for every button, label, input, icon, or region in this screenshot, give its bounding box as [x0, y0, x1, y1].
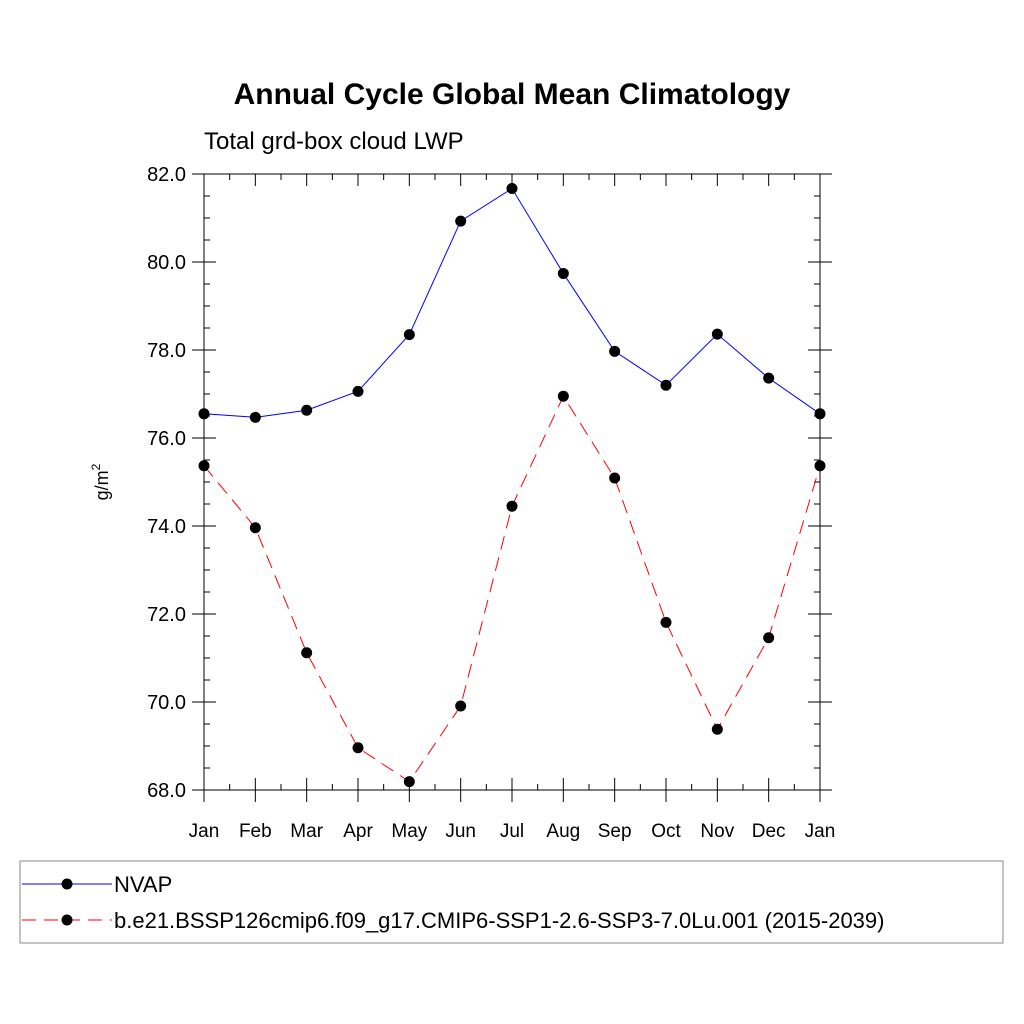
x-tick-label: Dec — [752, 821, 786, 842]
legend-label-1: NVAP — [114, 872, 172, 897]
y-tick-label: 80.0 — [147, 252, 186, 274]
legend-marker-2 — [61, 914, 73, 926]
x-tick-label: Oct — [651, 821, 681, 842]
series-1-point — [609, 345, 621, 357]
series-1-point — [301, 404, 313, 416]
series-1-point — [660, 379, 672, 391]
series-line-1 — [203, 187, 821, 418]
series-line-2 — [203, 395, 821, 783]
x-tick-label: Nov — [700, 821, 734, 842]
series-1-point — [403, 329, 415, 341]
series-2-point — [301, 647, 313, 659]
y-tick-label: 82.0 — [147, 164, 186, 186]
y-tick-label: 78.0 — [147, 340, 186, 362]
series-2-point — [403, 776, 415, 788]
x-tick-label: Jan — [189, 821, 220, 842]
series-1-point — [557, 267, 569, 279]
legend-marker-1 — [61, 878, 73, 890]
y-tick-label: 70.0 — [147, 692, 186, 714]
x-tick-label: Feb — [239, 821, 272, 842]
series-2-point — [455, 700, 467, 712]
x-tick-label: Apr — [343, 821, 373, 842]
series-1-point — [711, 328, 723, 340]
series-2-point — [609, 472, 621, 484]
legend-label-2: b.e21.BSSP126cmip6.f09_g17.CMIP6-SSP1-2.… — [114, 908, 884, 933]
series-2-point — [711, 723, 723, 735]
series-2-point — [352, 742, 364, 754]
y-tick-label: 72.0 — [147, 604, 186, 626]
series-2-point — [506, 500, 518, 512]
series-2-point — [763, 632, 775, 644]
series-1-point — [455, 215, 467, 227]
chart-title: Annual Cycle Global Mean Climatology — [234, 78, 791, 111]
series-2-point — [557, 390, 569, 402]
x-tick-label: Jun — [445, 821, 476, 842]
series-2-point — [660, 616, 672, 628]
x-tick-label: Jan — [805, 821, 836, 842]
svg-text:g/m2: g/m2 — [89, 463, 112, 500]
x-tick-label: Jul — [500, 821, 524, 842]
x-tick-label: May — [391, 821, 427, 842]
y-tick-label: 74.0 — [147, 516, 186, 538]
y-axis-label: g/m2 — [89, 463, 112, 500]
x-tick-label: Mar — [290, 821, 323, 842]
series-1-point — [506, 183, 518, 195]
legend-box — [19, 860, 1004, 944]
x-tick-label: Aug — [546, 821, 580, 842]
chart-subtitle: Total grd-box cloud LWP — [204, 128, 464, 155]
y-tick-label: 76.0 — [147, 428, 186, 450]
y-axis-label-superscript: 2 — [89, 463, 103, 470]
y-tick-label: 68.0 — [147, 780, 186, 802]
series-1-point — [352, 385, 364, 397]
plot-frame — [203, 173, 821, 791]
x-tick-label: Sep — [598, 821, 632, 842]
series-2-point — [249, 522, 261, 534]
y-axis-label-unit: g/m — [92, 470, 112, 500]
series-1-point — [763, 372, 775, 384]
series-1-point — [249, 411, 261, 423]
